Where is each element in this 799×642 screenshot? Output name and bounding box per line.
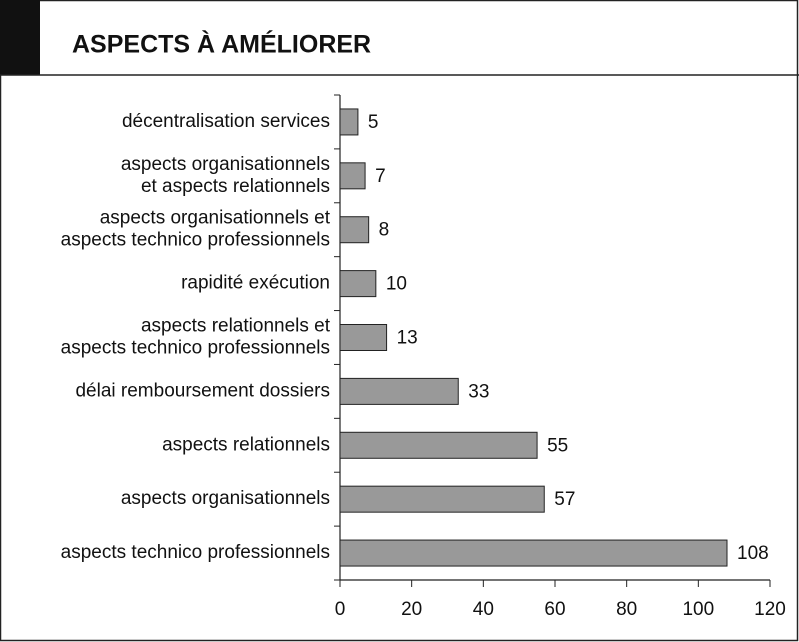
y-tick-label: aspects organisationnels et aspects relat… (121, 154, 330, 197)
bar (339, 485, 545, 513)
value-label: 5 (368, 112, 379, 133)
y-tick-label: aspects relationnels et aspects technico … (61, 316, 331, 359)
value-label: 13 (397, 328, 418, 349)
bar (339, 431, 538, 459)
value-label: 8 (379, 220, 390, 241)
y-tick-label: délai remboursement dossiers (75, 380, 330, 401)
x-tick-label: 60 (544, 599, 565, 620)
value-label: 57 (554, 489, 575, 510)
value-label: 108 (737, 543, 769, 564)
y-tick-label: rapidité exécution (181, 273, 330, 294)
x-tick-label: 100 (682, 599, 714, 620)
y-tick-label: aspects technico professionnels (61, 542, 330, 563)
bar (339, 539, 728, 567)
value-label: 33 (468, 381, 489, 402)
y-tick-label: décentralisation services (122, 111, 330, 132)
x-tick-label: 0 (335, 599, 346, 620)
title-block (0, 0, 40, 75)
y-tick-label: aspects organisationnels (121, 488, 330, 509)
x-tick-label: 120 (754, 599, 786, 620)
y-tick-label: aspects relationnels (162, 434, 330, 455)
bar (339, 270, 377, 298)
chart-title: ASPECTS À AMÉLIORER (72, 30, 371, 59)
x-tick-label: 20 (401, 599, 422, 620)
value-label: 10 (386, 274, 407, 295)
bar (339, 216, 370, 244)
x-tick-label: 80 (616, 599, 637, 620)
value-label: 55 (547, 435, 568, 456)
bar (339, 324, 388, 351)
bar (339, 162, 366, 190)
bar (339, 108, 359, 136)
x-tick-label: 40 (473, 599, 494, 620)
value-label: 7 (375, 166, 386, 187)
y-tick-label: aspects organisationnels et aspects techn… (61, 208, 331, 251)
bar (339, 377, 459, 405)
